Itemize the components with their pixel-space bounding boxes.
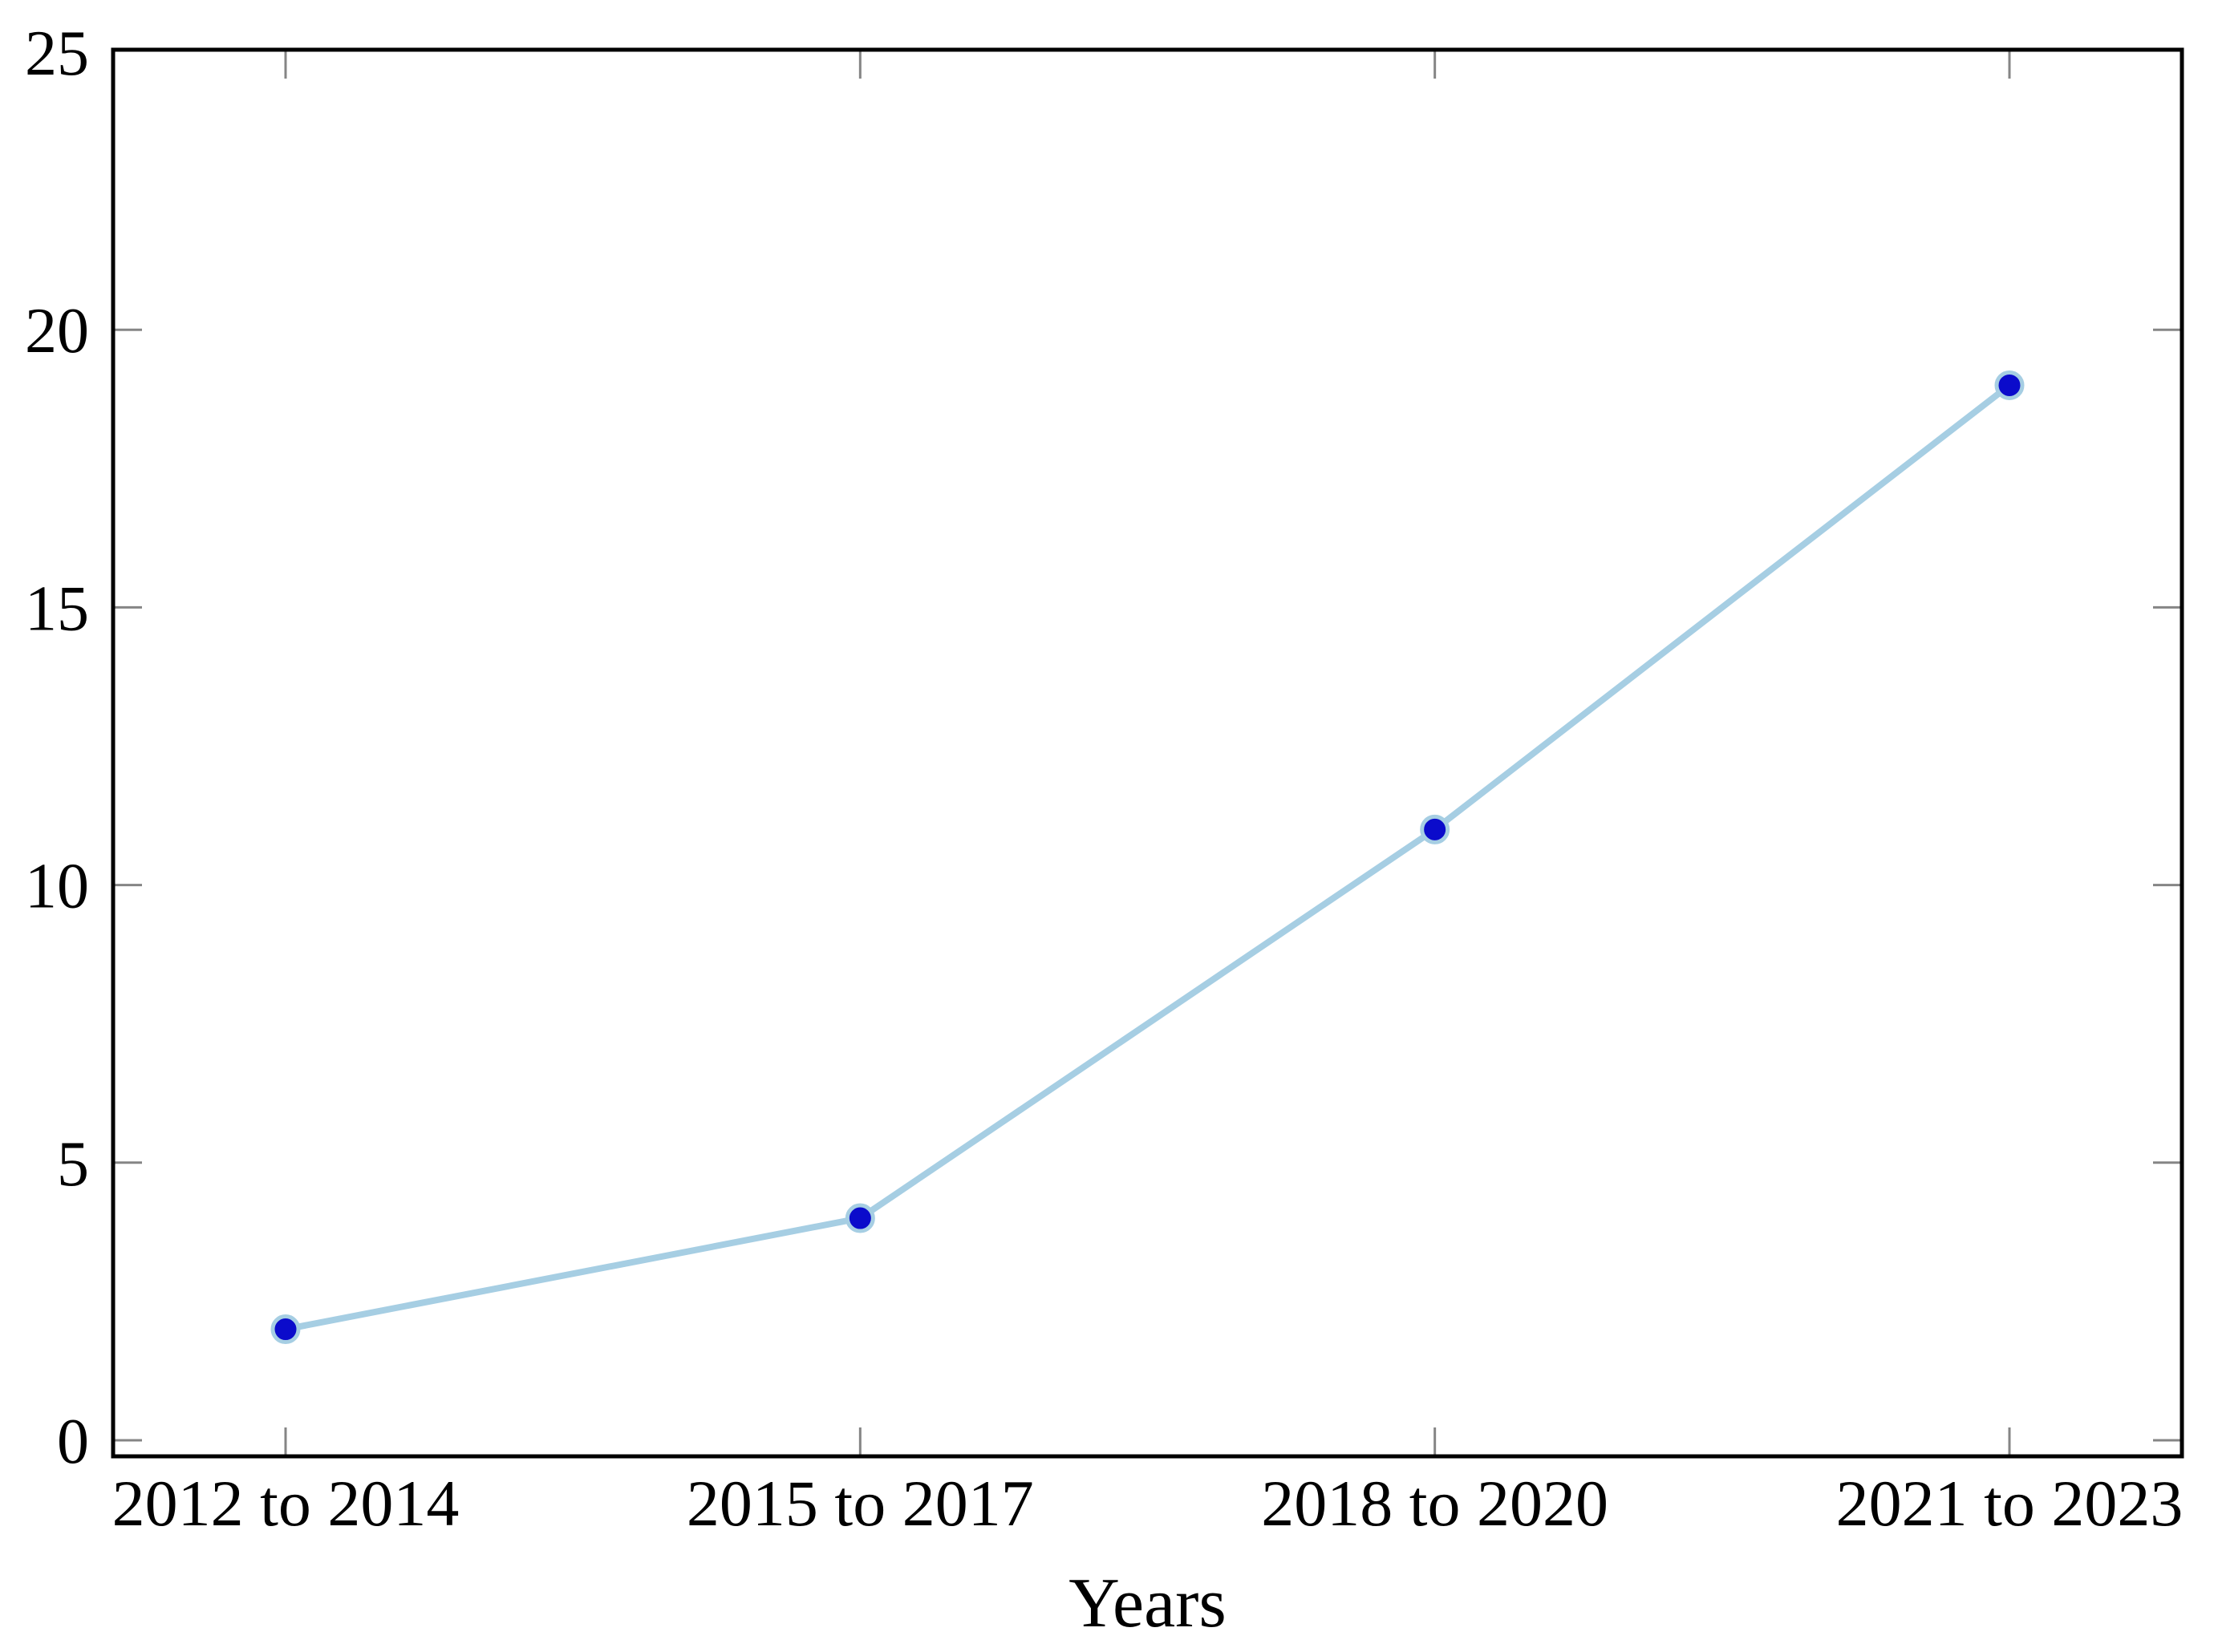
x-axis-tick-label: 2018 to 2020 xyxy=(1261,1467,1608,1540)
data-point xyxy=(1994,370,2025,400)
data-line xyxy=(282,382,2013,1333)
x-axis-tick-label: 2015 to 2017 xyxy=(687,1467,1034,1540)
x-axis-title: Years xyxy=(1068,1565,1226,1642)
y-axis-tick-label: 10 xyxy=(25,852,89,922)
y-axis-tick-label: 0 xyxy=(57,1407,89,1477)
data-point xyxy=(1420,814,1450,844)
y-axis-tick-label: 15 xyxy=(25,573,89,644)
x-axis-tick-label: 2021 to 2023 xyxy=(1836,1467,2184,1540)
data-point xyxy=(845,1203,875,1233)
y-axis-tick-label: 25 xyxy=(25,18,89,89)
x-axis-tick-label: 2012 to 2014 xyxy=(112,1467,460,1540)
y-axis-tick-label: 20 xyxy=(25,296,89,366)
axis-frame xyxy=(111,47,2184,1459)
y-axis-tick-label: 5 xyxy=(57,1129,89,1200)
data-point xyxy=(270,1314,301,1345)
